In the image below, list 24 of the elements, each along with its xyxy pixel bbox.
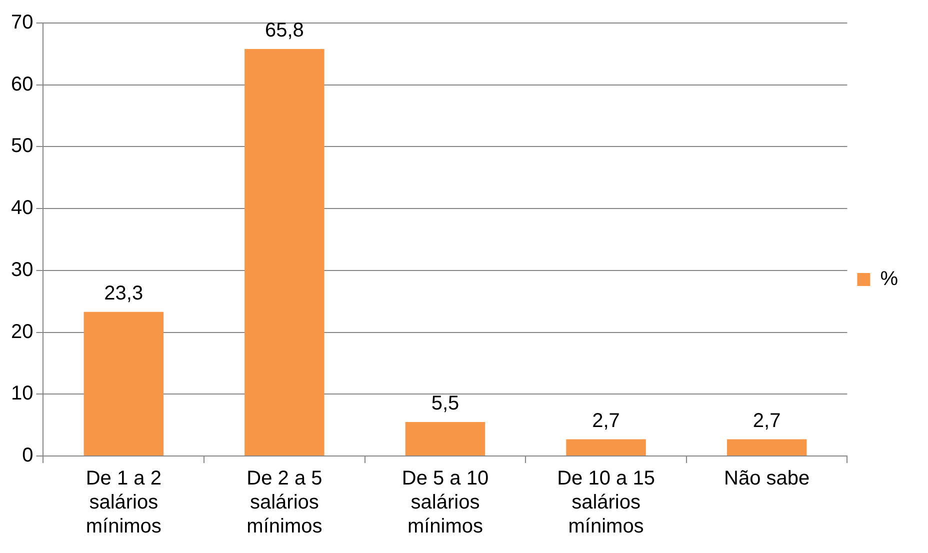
y-tick-label: 20 <box>10 320 34 343</box>
y-tick-label: 0 <box>22 444 34 467</box>
bar <box>405 422 486 456</box>
x-tick-label: De 1 a 2 salários mínimos <box>86 468 162 538</box>
x-tick-label: De 5 a 10 salários mínimos <box>402 468 489 538</box>
x-tick-label: Não sabe <box>724 468 810 490</box>
bar <box>84 312 164 456</box>
text: 2,7 <box>752 410 781 432</box>
x-tick-label: De 2 a 5 salários mínimos <box>246 468 322 538</box>
text: 5,5 <box>431 392 460 414</box>
text: 2,7 <box>592 410 620 432</box>
bar <box>244 48 324 456</box>
y-tick-label: 70 <box>10 12 34 34</box>
y-tick-label: 10 <box>10 382 34 405</box>
y-tick-label: 30 <box>10 258 34 281</box>
y-tick-label: 40 <box>10 197 34 220</box>
text: 23,3 <box>104 282 144 304</box>
y-tick-label: 60 <box>10 73 34 96</box>
text: 65,8 <box>264 19 304 42</box>
bar <box>566 439 646 456</box>
x-tick-label: De 10 a 15 salários mínimos <box>557 468 655 538</box>
bar <box>726 439 807 456</box>
y-tick-label: 50 <box>10 135 34 158</box>
legend-label: % <box>880 268 898 290</box>
